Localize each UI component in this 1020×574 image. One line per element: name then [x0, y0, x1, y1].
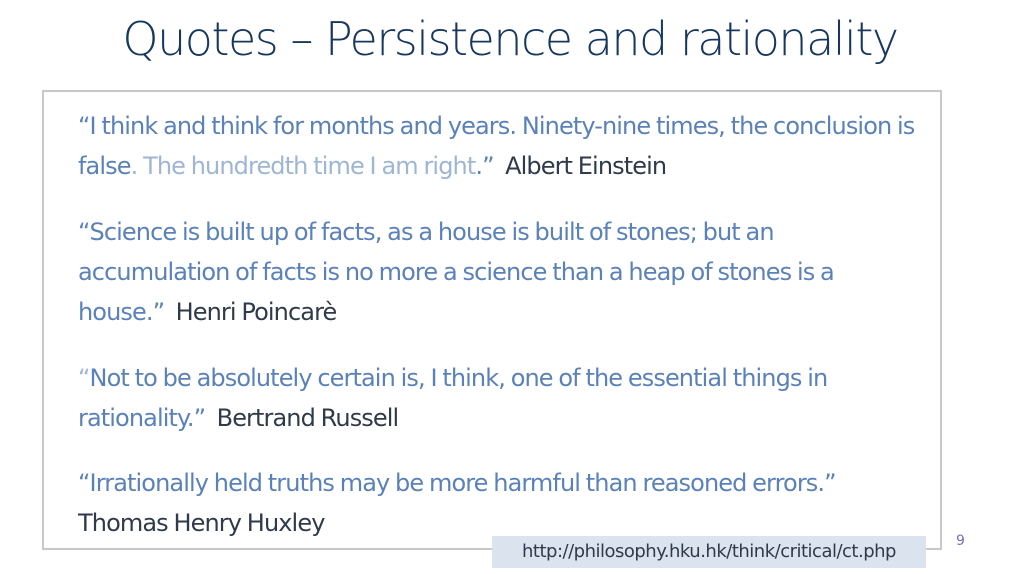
slide-title: Quotes – Persistence and rationality — [122, 12, 899, 66]
quote-text: “Irrationally held truths may be more ha… — [78, 469, 837, 497]
source-url-link[interactable]: http://philosophy.hku.hk/think/critical/… — [492, 536, 926, 568]
quote-author: Albert Einstein — [505, 152, 667, 180]
quote-open-mark: “ — [78, 364, 90, 392]
quote-text: “I think and think for months and years.… — [78, 112, 915, 180]
quote-author: Bertrand Russell — [216, 404, 400, 432]
quote-text-close: .” — [475, 152, 494, 180]
page-number: 9 — [956, 533, 965, 549]
quote-text: Not to be absolutely certain is, I think… — [78, 364, 828, 432]
quote-einstein: “I think and think for months and years.… — [78, 106, 928, 186]
quote-huxley: “Irrationally held truths may be more ha… — [78, 463, 928, 543]
quote-author: Henri Poincarè — [175, 298, 338, 326]
quote-text-highlight: . The hundredth time I am right — [130, 152, 477, 180]
quote-poincare: “Science is built up of facts, as a hous… — [78, 212, 928, 332]
quote-text: “Science is built up of facts, as a hous… — [78, 218, 835, 326]
quote-author: Thomas Henry Huxley — [78, 509, 325, 537]
quote-russell: “Not to be absolutely certain is, I thin… — [78, 358, 928, 438]
